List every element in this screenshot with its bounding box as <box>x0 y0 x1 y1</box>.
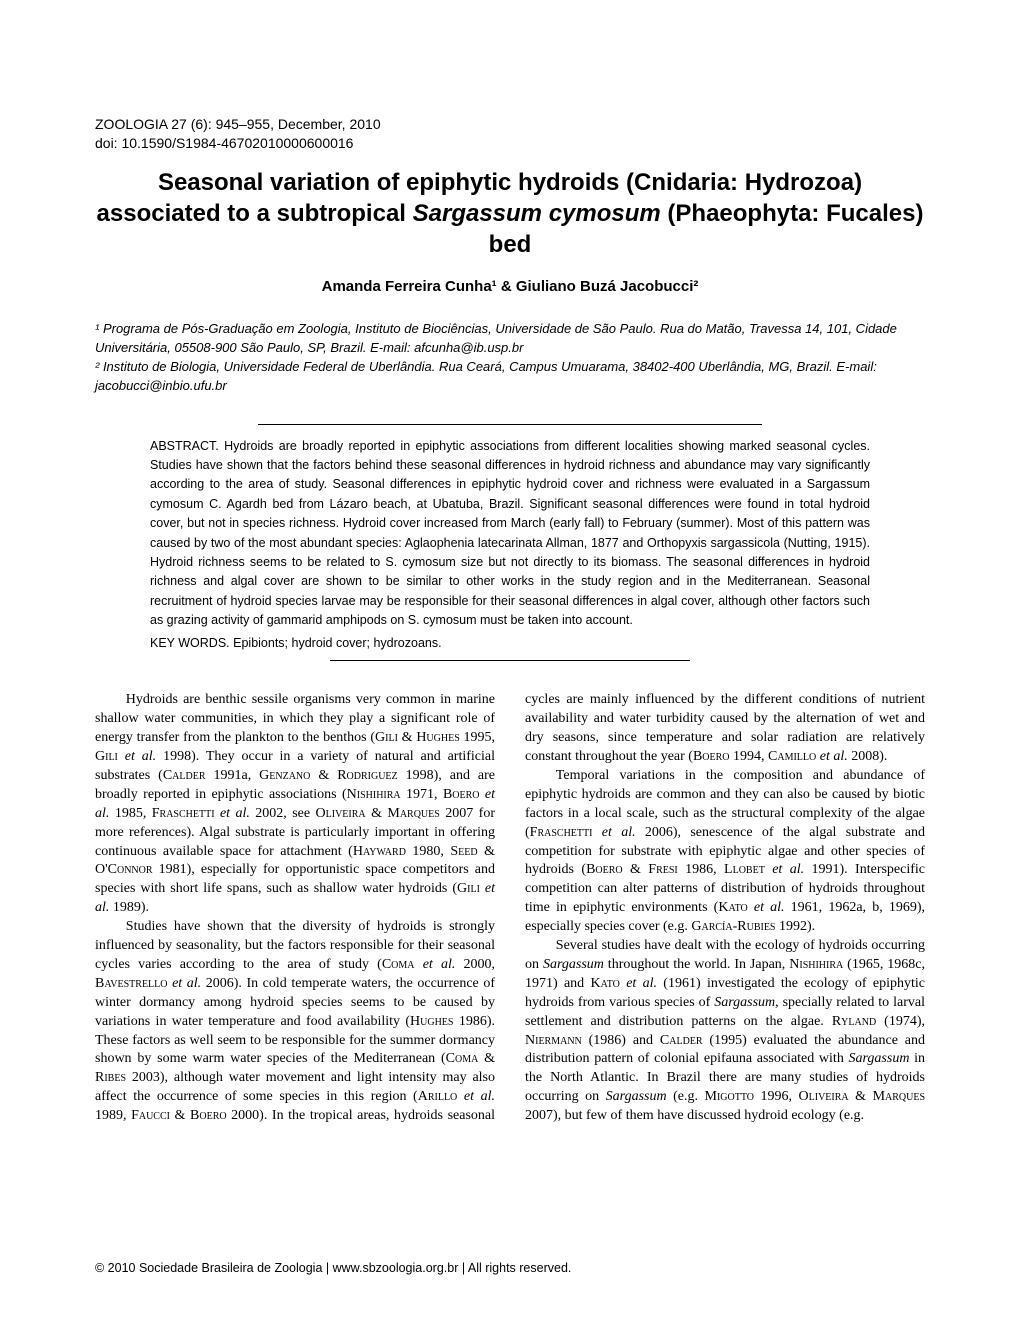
keywords-label: KEY WORDS. <box>150 636 230 650</box>
page-footer: © 2010 Sociedade Brasileira de Zoologia … <box>95 1261 571 1275</box>
authors-line: Amanda Ferreira Cunha¹ & Giuliano Buzá J… <box>95 278 925 295</box>
affiliations-block: ¹ Programa de Pós-Graduação em Zoologia,… <box>95 320 925 395</box>
journal-doi: doi: 10.1590/S1984-46702010000600016 <box>95 134 925 153</box>
affiliation-2: ² Instituto de Biologia, Universidade Fe… <box>95 358 925 396</box>
rule-bottom <box>330 660 690 661</box>
affiliation-1: ¹ Programa de Pós-Graduação em Zoologia,… <box>95 320 925 358</box>
keywords-text: Epibionts; hydroid cover; hydrozoans. <box>230 636 442 650</box>
article-title: Seasonal variation of epiphytic hydroids… <box>95 167 925 261</box>
title-italic: Sargassum cymosum <box>413 200 661 227</box>
abstract-container: ABSTRACT. Hydroids are broadly reported … <box>150 424 870 662</box>
journal-info-block: ZOOLOGIA 27 (6): 945–955, December, 2010… <box>95 115 925 153</box>
body-para-1: Hydroids are benthic sessile organisms v… <box>95 691 495 918</box>
abstract-body: Hydroids are broadly reported in epiphyt… <box>150 439 870 627</box>
page-container: ZOOLOGIA 27 (6): 945–955, December, 2010… <box>0 0 1020 1320</box>
abstract-text: ABSTRACT. Hydroids are broadly reported … <box>150 425 870 637</box>
body-para-3: Temporal variations in the composition a… <box>525 767 925 937</box>
journal-citation: ZOOLOGIA 27 (6): 945–955, December, 2010 <box>95 115 925 134</box>
abstract-label: ABSTRACT. <box>150 439 219 453</box>
body-columns: Hydroids are benthic sessile organisms v… <box>95 691 925 1125</box>
keywords-line: KEY WORDS. Epibionts; hydroid cover; hyd… <box>150 636 870 660</box>
body-para-4: Several studies have dealt with the ecol… <box>525 937 925 1126</box>
